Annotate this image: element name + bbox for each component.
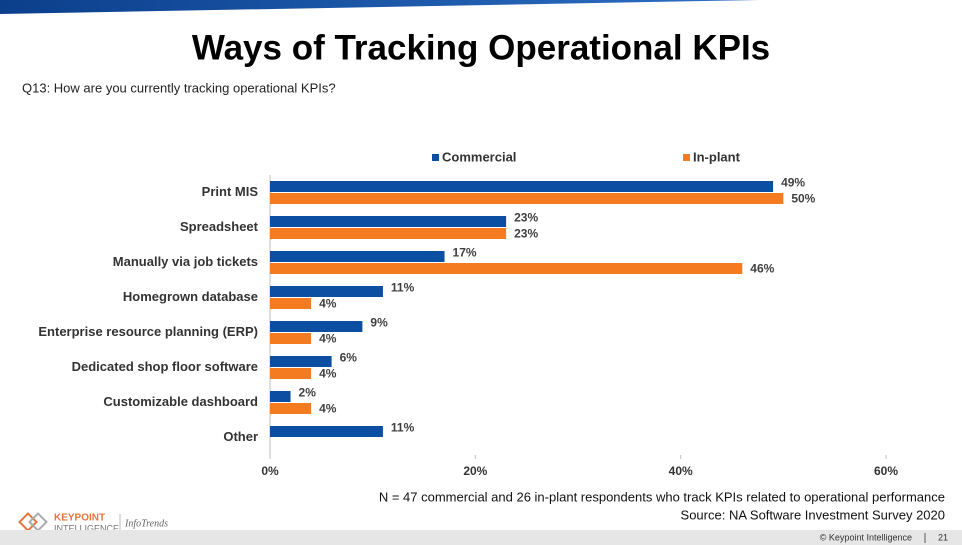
bar bbox=[270, 286, 383, 297]
value-label: 11% bbox=[391, 421, 415, 435]
bar bbox=[270, 368, 312, 379]
value-label: 49% bbox=[781, 176, 805, 190]
bar bbox=[270, 228, 507, 239]
note: N = 47 commercial and 26 in-plant respon… bbox=[379, 489, 945, 504]
legend-swatch bbox=[683, 154, 690, 161]
category-label: Dedicated shop floor software bbox=[72, 359, 258, 374]
bar bbox=[270, 426, 383, 437]
value-label: 4% bbox=[319, 297, 337, 311]
bar bbox=[270, 251, 445, 262]
logo-text: INTELLIGENCE bbox=[54, 523, 119, 533]
bar bbox=[270, 321, 363, 332]
value-label: 23% bbox=[514, 227, 538, 241]
value-label: 4% bbox=[319, 332, 337, 346]
category-label: Customizable dashboard bbox=[103, 394, 258, 409]
bar bbox=[270, 181, 774, 192]
bar bbox=[270, 356, 332, 367]
value-label: 2% bbox=[299, 386, 317, 400]
logo-text: KEYPOINT bbox=[54, 513, 105, 524]
x-tick-label: 60% bbox=[874, 464, 898, 478]
logo: KEYPOINT INTELLIGENCE InfoTrends bbox=[18, 512, 168, 533]
chart-title: Ways of Tracking Operational KPIs bbox=[192, 28, 770, 67]
category-label: Spreadsheet bbox=[180, 219, 259, 234]
footer-bar bbox=[0, 530, 962, 545]
top-band bbox=[0, 0, 760, 14]
value-label: 11% bbox=[391, 281, 415, 295]
legend-swatch bbox=[432, 154, 439, 161]
x-tick-label: 20% bbox=[463, 464, 487, 478]
value-label: 17% bbox=[453, 246, 477, 260]
bar bbox=[270, 263, 743, 274]
source: Source: NA Software Investment Survey 20… bbox=[681, 507, 945, 522]
bar bbox=[270, 298, 312, 309]
category-label: Print MIS bbox=[202, 184, 259, 199]
category-label: Homegrown database bbox=[123, 289, 258, 304]
value-label: 50% bbox=[791, 192, 815, 206]
category-label: Enterprise resource planning (ERP) bbox=[38, 324, 258, 339]
value-label: 4% bbox=[319, 402, 337, 416]
value-label: 23% bbox=[514, 211, 538, 225]
footer: © Keypoint Intelligence bbox=[820, 532, 912, 542]
logo-text: InfoTrends bbox=[124, 518, 168, 529]
bar bbox=[270, 216, 507, 227]
value-label: 4% bbox=[319, 367, 337, 381]
question: Q13: How are you currently tracking oper… bbox=[22, 80, 336, 95]
category-label: Manually via job tickets bbox=[113, 254, 258, 269]
legend-label: In-plant bbox=[693, 149, 741, 164]
x-tick-label: 40% bbox=[669, 464, 693, 478]
bar bbox=[270, 193, 784, 204]
value-label: 46% bbox=[750, 262, 774, 276]
x-tick-label: 0% bbox=[261, 464, 279, 478]
logo-icon bbox=[28, 512, 48, 532]
page-number: 21 bbox=[938, 532, 948, 542]
legend-label: Commercial bbox=[442, 149, 516, 164]
logo-icon bbox=[18, 512, 38, 532]
bar bbox=[270, 391, 291, 402]
bar bbox=[270, 403, 312, 414]
value-label: 9% bbox=[370, 316, 388, 330]
category-label: Other bbox=[223, 429, 258, 444]
value-label: 6% bbox=[340, 351, 358, 365]
bar bbox=[270, 333, 312, 344]
